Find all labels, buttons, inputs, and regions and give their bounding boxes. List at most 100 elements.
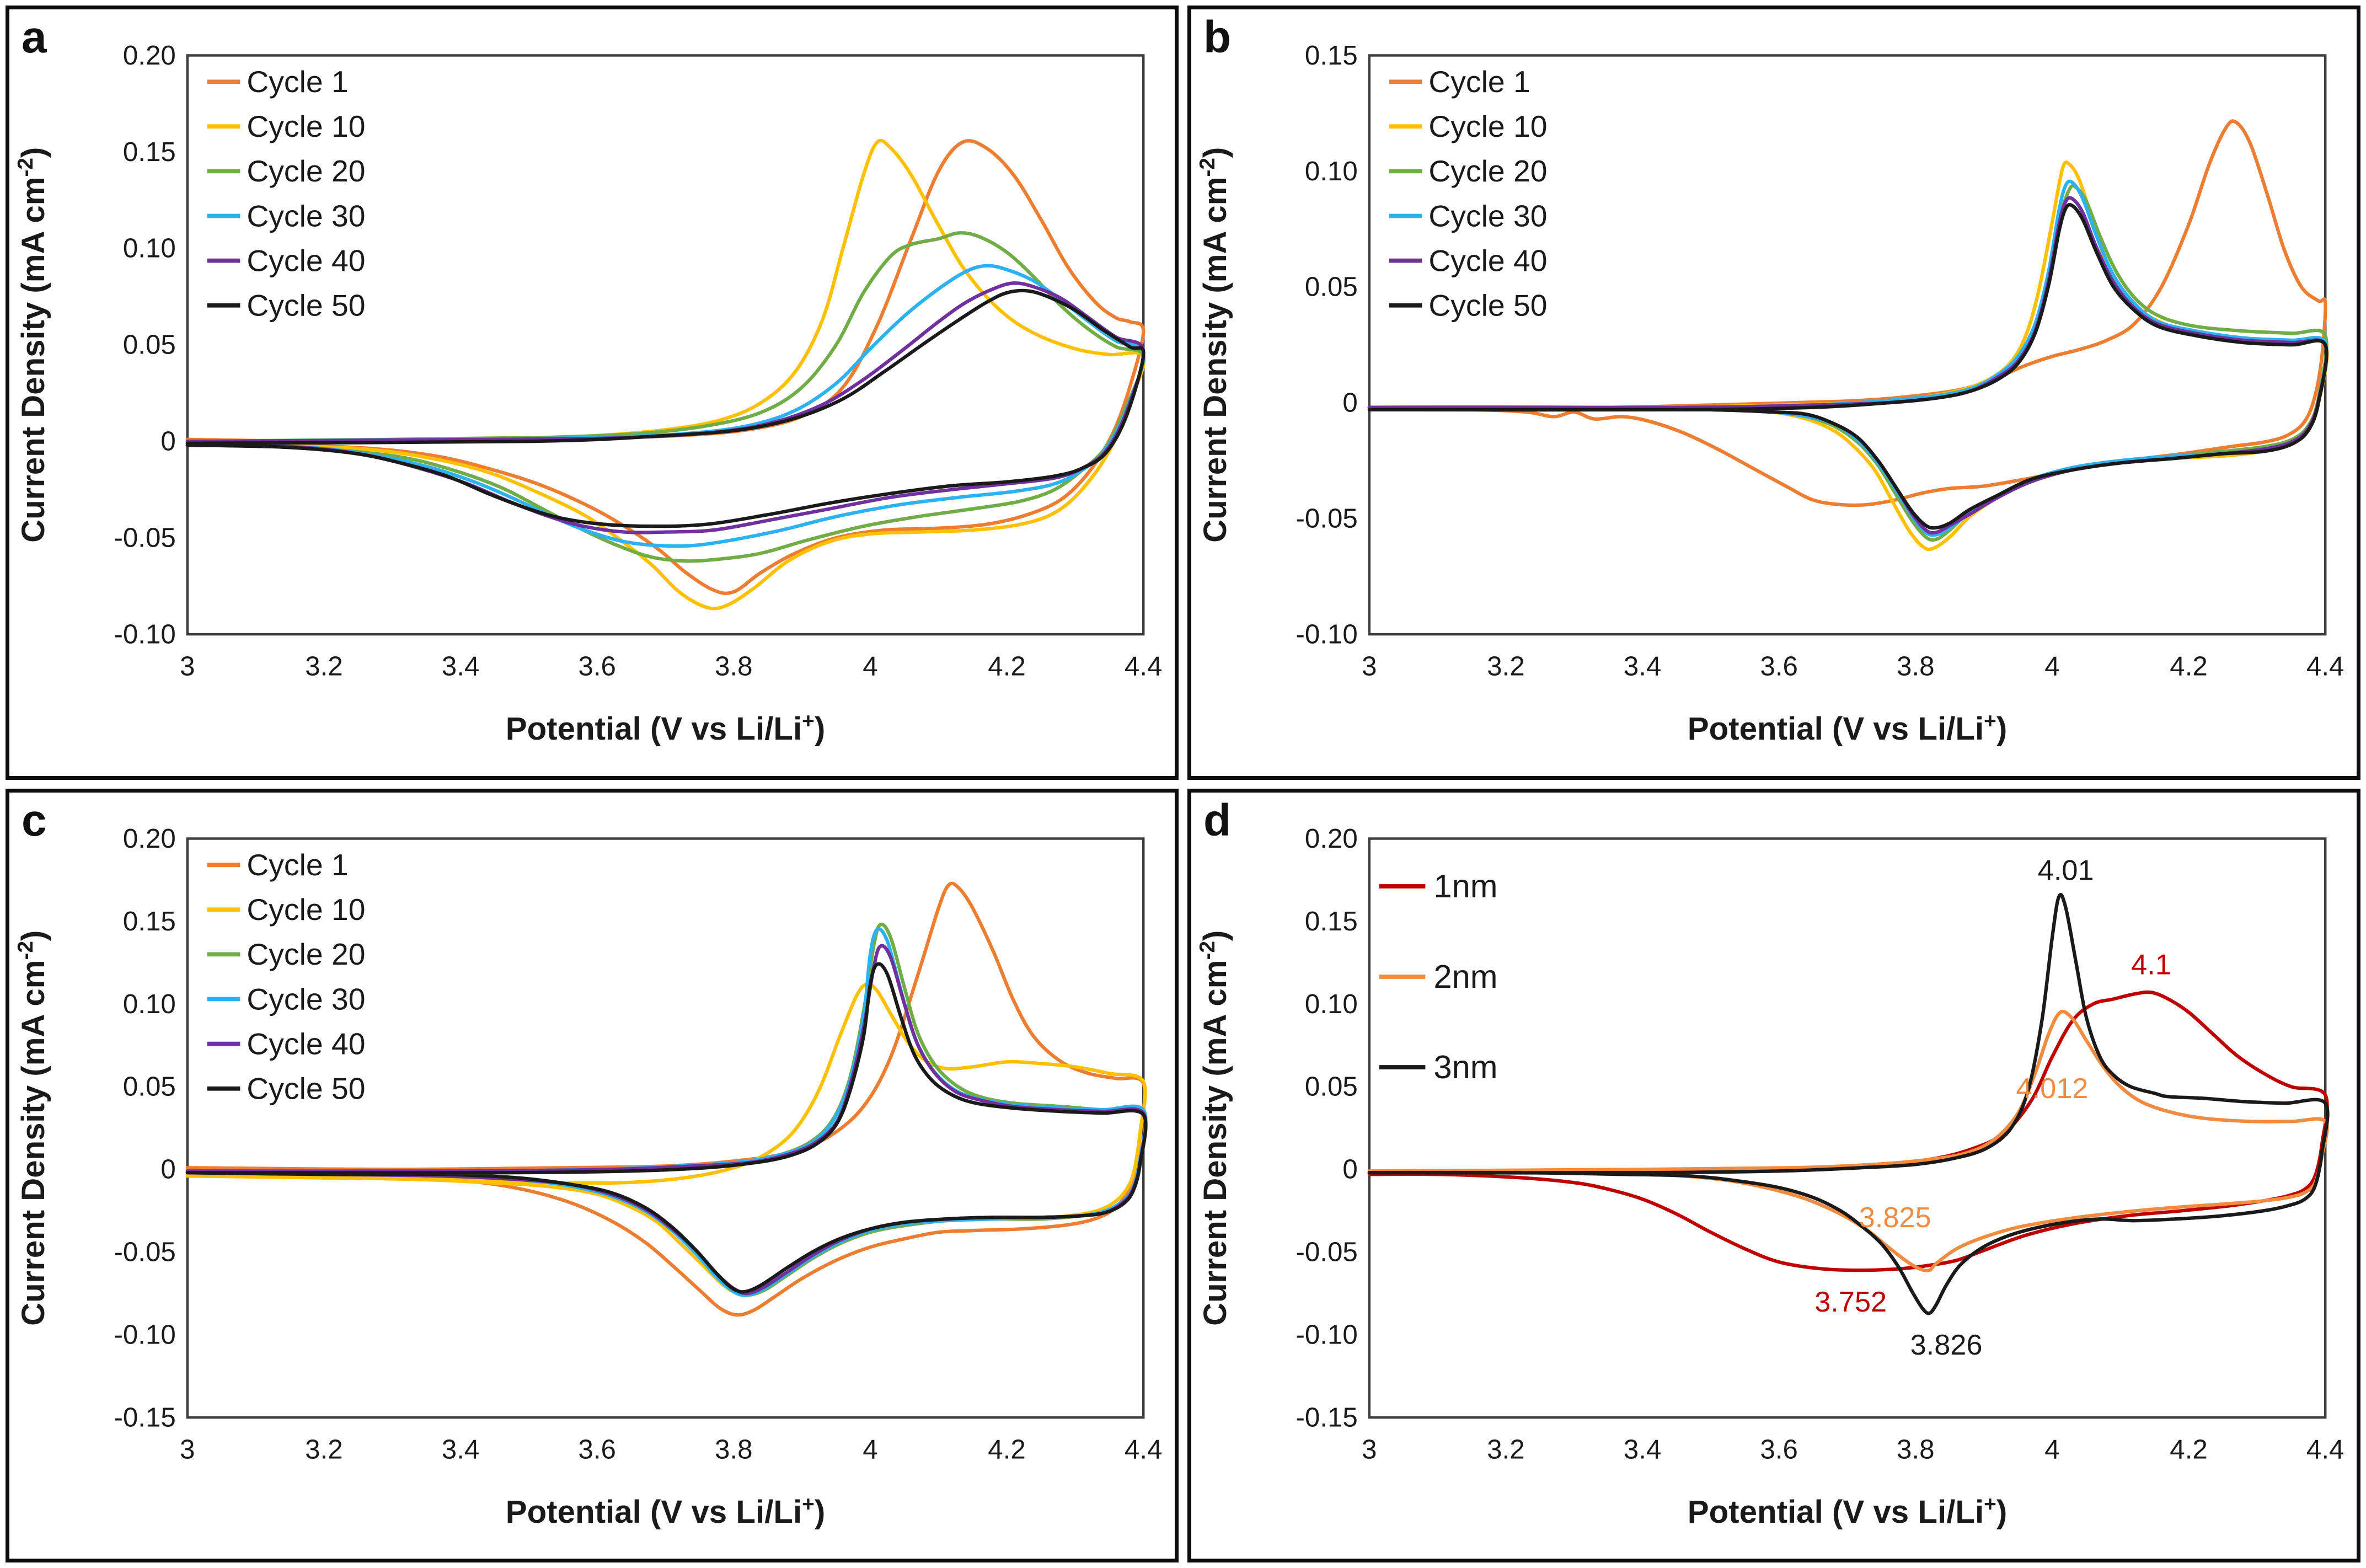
y-tick-label: -0.15	[114, 1402, 175, 1432]
legend-label: Cycle 20	[1428, 154, 1547, 188]
plot-border	[1368, 837, 2327, 1419]
x-tick-label: 4	[2044, 1434, 2059, 1464]
y-tick-label: 0.10	[1305, 988, 1358, 1019]
y-axis-title-post: )	[15, 930, 51, 940]
x-tick-label: 4.4	[2306, 1434, 2344, 1464]
series-path-2nm	[1367, 1009, 2329, 1272]
legend-label: Cycle 20	[247, 154, 365, 188]
legend-label: Cycle 10	[1428, 109, 1547, 143]
y-tick-label: -0.10	[1296, 1319, 1357, 1350]
y-tick-label: 0.10	[123, 233, 176, 264]
y-axis-title-sup: -2	[14, 158, 38, 176]
x-tick-label: 3.2	[305, 1434, 343, 1464]
panel-b-chart: 3 3.2 3.4 3.6 3.8 4 4.2 4.4 0.15 0.10 0.05 0 -0.05 -0…	[1196, 40, 2344, 747]
y-axis-title-sup: -2	[1196, 941, 1219, 960]
series-path-cycle-50	[185, 962, 1148, 1294]
panel-c-chart: 3 3.2 3.4 3.6 3.8 4 4.2 4.4 0.20 0.15 0.10 0.05 0 -0.…	[14, 823, 1163, 1530]
x-tick-label: 3.8	[1897, 1434, 1935, 1464]
legend-label: 3nm	[1433, 1048, 1497, 1085]
legend-label: Cycle 1	[247, 848, 348, 882]
x-tick-label: 4	[2044, 651, 2059, 682]
series-path-cycle-50	[185, 288, 1145, 528]
x-tick-label: 3.4	[1624, 651, 1662, 682]
legend-label: Cycle 1	[247, 65, 348, 99]
peak-annotation-4.012: 4.012	[2016, 1073, 2089, 1105]
x-axis-title-post: )	[1996, 1494, 2007, 1529]
x-axis-title-sup: +	[1984, 709, 1996, 733]
y-tick-label: 0.15	[123, 906, 176, 936]
x-tick-label: 3.8	[1897, 651, 1935, 682]
y-tick-label: 0.20	[1305, 823, 1358, 853]
x-tick-label: 4.4	[2306, 651, 2344, 682]
legend-label: Cycle 10	[247, 892, 365, 927]
x-tick-label: 4.2	[2170, 1434, 2208, 1464]
x-tick-label: 3	[1362, 651, 1377, 682]
x-axis-title-sup: +	[802, 1492, 815, 1516]
panel-d-chart: 3 3.2 3.4 3.6 3.8 4 4.2 4.4 0.20 0.15 0.10 0.05 0 -0.…	[1196, 823, 2344, 1530]
y-tick-label: 0.15	[1305, 40, 1358, 71]
legend-label: Cycle 40	[1428, 243, 1547, 277]
x-tick-label: 4	[863, 651, 877, 682]
legend-label: Cycle 30	[247, 982, 365, 1016]
legend-label: Cycle 10	[247, 109, 365, 143]
peak-annotation-3.826: 3.826	[1910, 1329, 1983, 1361]
x-tick-label: 3	[180, 1434, 195, 1464]
x-tick-label: 4.4	[1125, 1434, 1163, 1464]
y-axis-title-group: Current Density (mA cm-2)	[1196, 147, 1233, 543]
y-tick-label: -0.05	[1296, 1237, 1357, 1267]
legend-label: Cycle 20	[247, 937, 365, 971]
x-axis-title: Potential (V vs Li/Li+)	[1688, 1492, 2008, 1530]
legend-label: Cycle 50	[247, 288, 365, 323]
x-tick-label: 3	[180, 651, 195, 682]
x-axis-title-main: Potential (V vs Li/Li	[506, 1494, 802, 1529]
y-axis-title: Current Density (mA cm-2)	[14, 147, 51, 543]
y-tick-label: -0.10	[114, 619, 175, 650]
y-tick-label: -0.10	[1296, 619, 1357, 650]
x-axis-title: Potential (V vs Li/Li+)	[506, 1492, 826, 1530]
x-tick-label: 3.2	[305, 651, 343, 682]
y-axis-title-main: Current Density (mA cm	[1197, 177, 1233, 543]
peak-annotation-4.1: 4.1	[2131, 949, 2171, 981]
x-tick-label: 4	[863, 1434, 877, 1464]
panel-letter-b: b	[1203, 12, 1232, 62]
y-tick-label: 0	[160, 426, 175, 457]
y-axis-title-main: Current Density (mA cm	[1197, 960, 1233, 1325]
y-tick-label: 0.10	[123, 988, 176, 1019]
x-axis-title-post: )	[815, 1494, 825, 1529]
x-axis-title-main: Potential (V vs Li/Li	[1688, 711, 1984, 747]
panel-letter-c: c	[22, 795, 47, 845]
x-tick-label: 3.2	[1487, 1434, 1525, 1464]
x-tick-label: 4.2	[988, 651, 1026, 682]
y-axis-title-main: Current Density (mA cm	[15, 177, 51, 543]
y-axis-title-group: Current Density (mA cm-2)	[1196, 930, 1233, 1325]
y-axis-title-group: Current Density (mA cm-2)	[14, 930, 51, 1325]
y-tick-label: -0.15	[1296, 1402, 1357, 1432]
y-axis-title-sup: -2	[1196, 158, 1219, 176]
x-tick-label: 3.6	[578, 1434, 616, 1464]
x-tick-label: 4.2	[988, 1434, 1026, 1464]
y-tick-label: 0	[1342, 1154, 1357, 1184]
x-axis-title-main: Potential (V vs Li/Li	[1688, 1494, 1984, 1529]
y-axis-title: Current Density (mA cm-2)	[1196, 147, 1233, 543]
legend-label: 2nm	[1433, 958, 1497, 995]
y-axis-title-post: )	[15, 147, 51, 158]
y-tick-label: 0.15	[1305, 906, 1358, 936]
y-tick-label: 0.20	[123, 40, 176, 71]
series-path-cycle-20	[185, 231, 1145, 563]
y-axis-title-post: )	[1197, 147, 1233, 158]
x-tick-label: 3.6	[1760, 1434, 1798, 1464]
panel-a: a 3 3.2 3.4 3.6 3.8 4 4.2 4.4 0.20 0.15 0.10 0.05 0 -…	[6, 6, 1179, 780]
x-axis-title-post: )	[1996, 711, 2007, 747]
legend-label: Cycle 40	[247, 243, 365, 277]
x-tick-label: 3.6	[1760, 651, 1798, 682]
legend-label: Cycle 40	[247, 1026, 365, 1061]
x-tick-label: 3	[1362, 1434, 1377, 1464]
legend-label: Cycle 50	[247, 1071, 365, 1105]
y-tick-label: 0.05	[123, 330, 176, 360]
legend-label: Cycle 30	[1428, 199, 1547, 233]
series-path-3nm	[1367, 892, 2330, 1315]
x-axis-title: Potential (V vs Li/Li+)	[506, 709, 826, 747]
plot-border	[186, 54, 1145, 636]
x-tick-label: 3.4	[442, 651, 480, 682]
